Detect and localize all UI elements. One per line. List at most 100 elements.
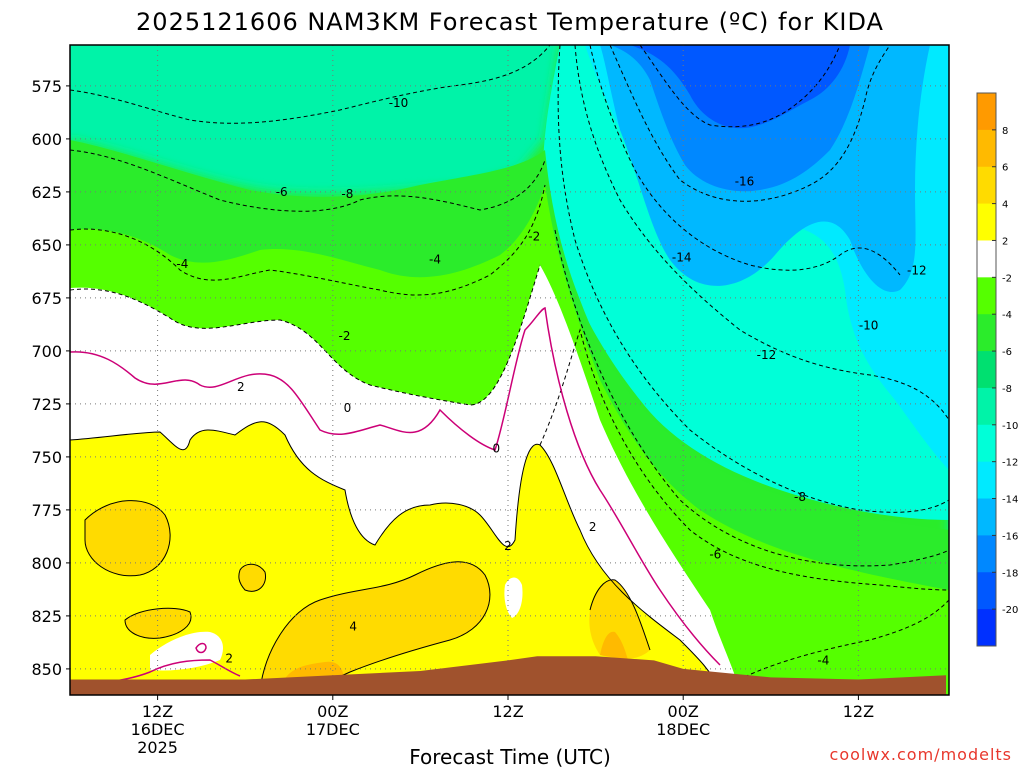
- region-orange-4: [238, 564, 266, 592]
- contour-label: -14: [672, 251, 692, 265]
- contour-line: [259, 561, 491, 691]
- colorbar-swatch: [977, 240, 996, 278]
- contour-line: [539, 328, 949, 591]
- contour-line: [557, 45, 949, 513]
- region-white-pocket-2: [150, 631, 223, 671]
- contour-line: [589, 579, 651, 651]
- contour-lines: [70, 45, 949, 691]
- contour-line: [639, 45, 841, 128]
- contour-label: 2: [504, 539, 512, 553]
- colorbar-swatch: [977, 535, 996, 573]
- colorbar-swatch: [977, 572, 996, 610]
- colorbar: 8 6 4 2 -2 -4 -6 -8 -10 -12 -14 -16 -18 -20: [976, 92, 1018, 647]
- colorbar-swatch: [977, 314, 996, 352]
- y-axis: 575 600 625 650 675 700 725 750 775 800 825 850: [31, 77, 70, 679]
- colorbar-swatch: [977, 461, 996, 500]
- contour-line: [574, 45, 949, 421]
- contour-label: 4: [349, 620, 357, 634]
- colorbar-label: 6: [1002, 163, 1008, 174]
- contour-label: -2: [528, 229, 540, 243]
- colorbar-label: 8: [1002, 126, 1008, 137]
- terrain-surface: [70, 656, 946, 695]
- contour-labels: -10 -6 -8 -4 -4 -2 -2 2 0 0 2 2 4 2 -6 -8 -12 -10 -14 -16 -1…: [176, 96, 926, 668]
- colorbar-label: -2: [1002, 273, 1012, 284]
- y-tick-label: 650: [31, 236, 62, 255]
- y-tick-label: 850: [31, 660, 62, 679]
- region-orange-3: [589, 579, 650, 660]
- chart-title: 2025121606 NAM3KM Forecast Temperature (…: [136, 8, 884, 36]
- plot-frame: [69, 44, 950, 696]
- contour-label: -10: [389, 96, 409, 110]
- freezing-line: [195, 642, 207, 654]
- x-tick-label: 12Z: [142, 702, 173, 721]
- contour-label: 2: [225, 651, 233, 665]
- contour-line: [554, 229, 949, 567]
- contour-line: [70, 45, 551, 124]
- credit-text: coolwx.com/modelts: [830, 745, 1012, 764]
- colorbar-swatch: [977, 277, 996, 315]
- colorbar-swatch: [977, 424, 996, 463]
- contour-line: [719, 599, 949, 691]
- contour-label: 0: [344, 401, 352, 415]
- contour-line: [589, 45, 901, 276]
- contour-label: -8: [794, 490, 806, 504]
- contour-label: -12: [757, 348, 777, 362]
- contour-line: [70, 149, 546, 212]
- colorbar-label: -8: [1002, 384, 1012, 395]
- contour-line: [70, 184, 546, 296]
- region-dark-orange-2: [600, 631, 628, 660]
- x-tick-label: 12Z: [492, 702, 523, 721]
- colorbar-swatch: [977, 609, 996, 647]
- colorbar-label: -20: [1002, 605, 1018, 616]
- grid: [70, 45, 949, 695]
- region-orange-1: [85, 500, 171, 576]
- contour-label: 2: [237, 380, 245, 394]
- contour-label: -12: [907, 263, 927, 277]
- y-tick-label: 825: [31, 607, 62, 626]
- y-tick-label: 700: [31, 342, 62, 361]
- contour-label: -8: [341, 187, 353, 201]
- colorbar-label: -16: [1002, 531, 1018, 542]
- colorbar-label: 4: [1002, 200, 1008, 211]
- x-tick-label: 2025: [137, 738, 178, 757]
- contour-line: [84, 500, 171, 577]
- colorbar-swatch: [977, 351, 996, 389]
- colorbar-swatch: [977, 93, 996, 131]
- contour-label: -16: [735, 174, 755, 188]
- colorbar-swatch: [977, 387, 996, 426]
- y-tick-label: 750: [31, 448, 62, 467]
- region-white-pocket: [504, 577, 523, 618]
- x-tick-label: 17DEC: [306, 720, 360, 739]
- colorbar-label: 2: [1002, 236, 1008, 247]
- contour-label: -4: [176, 257, 188, 271]
- y-tick-label: 600: [31, 130, 62, 149]
- y-tick-label: 625: [31, 183, 62, 202]
- contour-label: -6: [709, 547, 721, 561]
- x-tick-label: 00Z: [668, 702, 699, 721]
- contour-label: -2: [338, 329, 350, 343]
- temperature-fill-regions: [70, 45, 949, 695]
- colorbar-label: -12: [1002, 458, 1018, 469]
- x-tick-label: 16DEC: [131, 720, 185, 739]
- contour-label: -4: [429, 253, 441, 267]
- colorbar-label: -10: [1002, 421, 1018, 432]
- contour-line: [238, 563, 267, 592]
- y-tick-label: 725: [31, 395, 62, 414]
- x-axis-label: Forecast Time (UTC): [409, 745, 611, 768]
- contour-line: [70, 264, 541, 406]
- freezing-line: [70, 306, 721, 666]
- colorbar-label: -18: [1002, 568, 1018, 579]
- y-tick-label: 575: [31, 77, 62, 96]
- contour-label: -6: [276, 185, 288, 199]
- colorbar-frame: [976, 92, 997, 647]
- contour-label: 0: [492, 441, 500, 455]
- colorbar-swatch: [977, 166, 996, 205]
- x-tick-label: 18DEC: [656, 720, 710, 739]
- y-tick-label: 800: [31, 554, 62, 573]
- contour-line: [609, 45, 891, 202]
- contour-label: 2: [589, 520, 597, 534]
- contour-line: [124, 607, 192, 639]
- colorbar-swatch: [977, 129, 996, 168]
- region-orange-5: [125, 608, 191, 639]
